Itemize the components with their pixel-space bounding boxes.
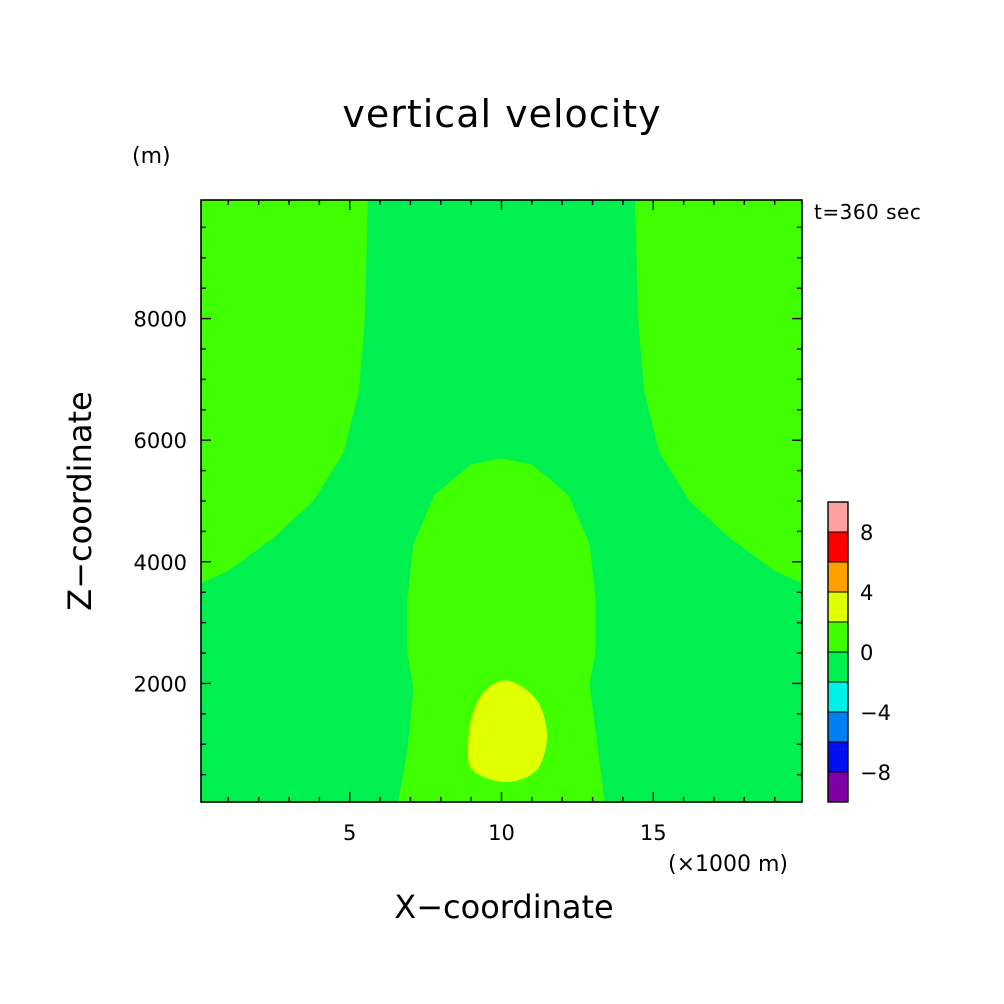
colorbar-frame: [827, 501, 849, 803]
colorbar-tick-label: −8: [860, 761, 891, 785]
colorbar-swatch: [827, 591, 849, 623]
y-tick-label: 8000: [134, 308, 187, 332]
x-tick-label: 10: [488, 821, 515, 845]
chart-title: vertical velocity: [342, 92, 662, 136]
colorbar-swatch: [827, 651, 849, 683]
y-tick-label: 6000: [134, 429, 187, 453]
y-tick-label: 4000: [134, 551, 187, 575]
colorbar-swatch: [827, 711, 849, 743]
time-annotation: t=360 sec: [814, 200, 922, 224]
contour-regions: [201, 200, 802, 802]
x-axis-label: X−coordinate: [394, 888, 614, 926]
colorbar-tick-label: 4: [860, 581, 873, 605]
colorbar-swatch: [827, 561, 849, 593]
region-updraft-core: [467, 680, 548, 783]
colorbar-tick-label: 0: [860, 641, 873, 665]
colorbar-swatch: [827, 681, 849, 713]
y-tick-label: 2000: [134, 672, 187, 696]
region-upper-right-lobe: [635, 200, 802, 584]
plot-area: 5 10 15 2000 4000 6000 8000: [134, 199, 803, 845]
region-upper-left-lobe: [201, 200, 368, 584]
colorbar-tick-label: 8: [860, 521, 873, 545]
y-axis-unit: (m): [132, 144, 171, 169]
colorbar-swatch: [827, 501, 849, 533]
colorbar: −8 −4 0 4 8: [827, 501, 891, 803]
colorbar-swatch: [827, 741, 849, 773]
colorbar-swatch: [827, 531, 849, 563]
x-tick-label: 5: [343, 821, 356, 845]
colorbar-swatch: [827, 621, 849, 653]
x-axis-unit: (×1000 m): [668, 852, 789, 877]
colorbar-tick-label: −4: [860, 701, 891, 725]
colorbar-swatch: [827, 771, 849, 803]
region-central-plume: [398, 458, 605, 802]
x-tick-label: 15: [640, 821, 667, 845]
